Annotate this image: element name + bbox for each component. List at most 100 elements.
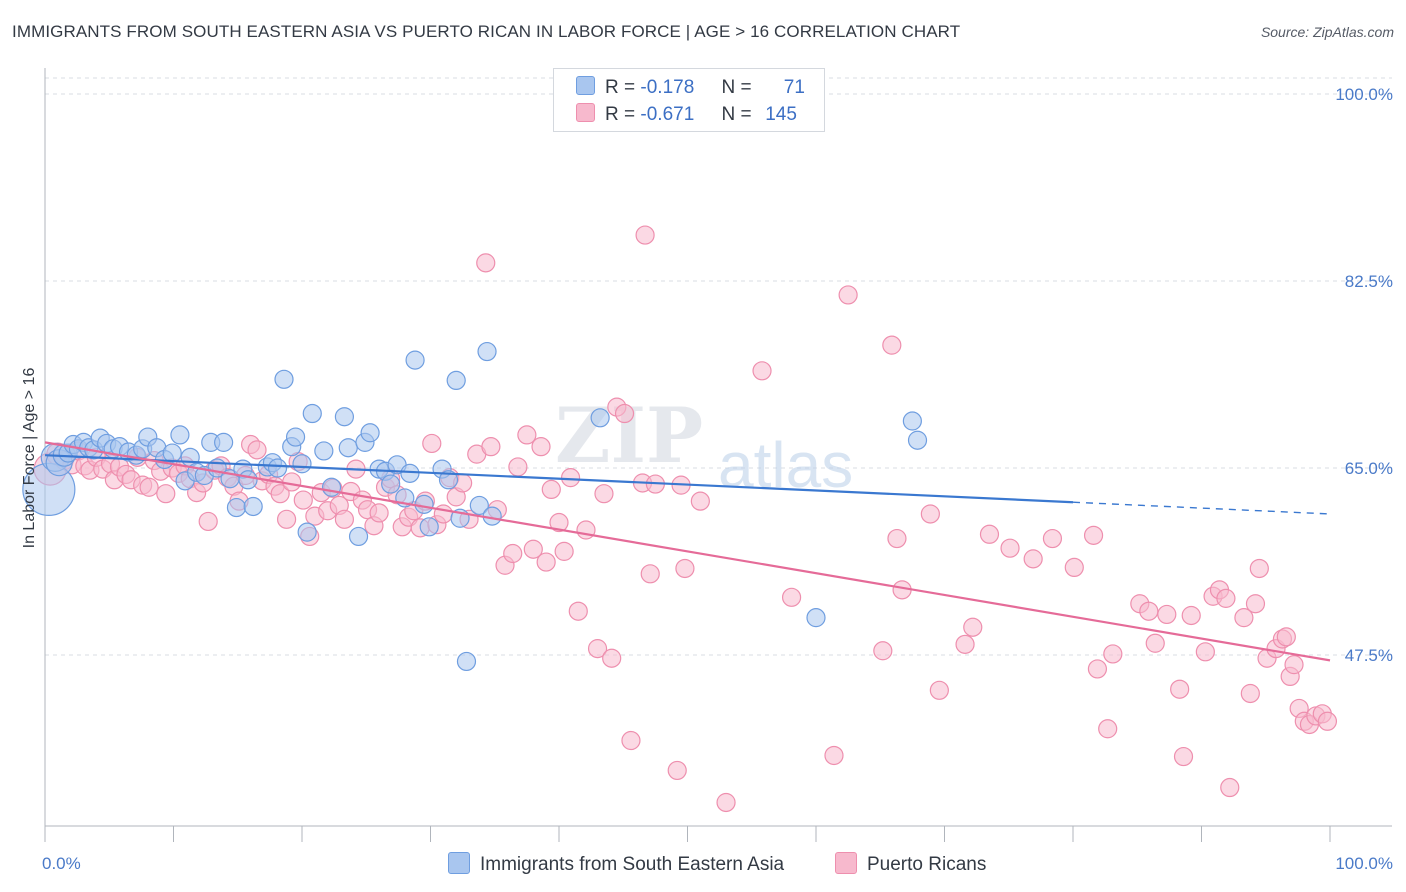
- se-asia-point: [338, 438, 358, 458]
- legend-n-value: 71: [783, 77, 805, 98]
- se-asia-point: [297, 522, 317, 542]
- se-asia-point: [292, 454, 312, 474]
- se-asia-point: [469, 495, 489, 516]
- watermark-zip: ZIP: [555, 391, 703, 480]
- se-asia-point: [321, 477, 342, 497]
- se-asia-point: [414, 494, 434, 514]
- source-label: Source: ZipAtlas.com: [1260, 24, 1394, 40]
- puerto-ricans-point: [1145, 633, 1165, 653]
- puerto-ricans-point: [433, 504, 453, 524]
- puerto-ricans-point: [270, 484, 290, 504]
- bottom-legend-swatch-blue: [448, 852, 470, 874]
- y-tick-label: 100.0%: [1335, 85, 1393, 104]
- puerto-ricans-point: [247, 440, 267, 460]
- puerto-ricans-point: [198, 511, 218, 532]
- legend-r-value: -0.671: [640, 104, 695, 125]
- puerto-ricans-point: [549, 512, 569, 533]
- se-asia-point: [360, 423, 380, 443]
- legend-n-label: N =: [721, 104, 752, 125]
- y-tick-label: 47.5%: [1345, 646, 1393, 665]
- correlation-legend: R = -0.178 N = 71 R = -0.671 N = 145: [553, 68, 825, 132]
- puerto-ricans-point: [716, 792, 736, 813]
- puerto-ricans-point: [602, 648, 622, 668]
- puerto-ricans-point: [568, 601, 588, 621]
- puerto-ricans-point: [541, 479, 561, 499]
- puerto-ricans-point: [1216, 588, 1236, 608]
- puerto-ricans-point: [517, 425, 537, 445]
- se-asia-point: [302, 403, 322, 424]
- se-asia-point: [170, 425, 190, 445]
- se-asia-point: [238, 470, 258, 490]
- bottom-legend-swatch-pink: [835, 852, 857, 874]
- puerto-ricans-point: [536, 552, 556, 572]
- puerto-ricans-point: [963, 617, 983, 637]
- se-asia-point: [405, 350, 425, 370]
- puerto-ricans-point: [1170, 679, 1190, 699]
- se-asia-point: [226, 497, 247, 518]
- puerto-ricans-point: [1234, 608, 1254, 628]
- puerto-ricans-point: [882, 335, 902, 355]
- puerto-ricans-point: [1157, 604, 1177, 625]
- legend-row-puerto-ricans: R = -0.671 N = 145: [576, 103, 797, 125]
- puerto-ricans-point: [1103, 644, 1123, 664]
- se-asia-point: [348, 526, 369, 547]
- se-asia-trend-extrapolation: [1072, 501, 1331, 515]
- chart-title: IMMIGRANTS FROM SOUTH EASTERN ASIA VS PU…: [12, 22, 961, 41]
- puerto-ricans-point: [838, 285, 858, 305]
- se-asia-point: [285, 427, 306, 447]
- se-asia-point: [381, 474, 401, 494]
- puerto-ricans-point: [139, 477, 159, 497]
- y-axis-label: In Labor Force | Age > 16: [21, 368, 38, 549]
- puerto-ricans-point: [1245, 594, 1266, 614]
- puerto-ricans-point: [369, 503, 389, 523]
- puerto-ricans-point: [1023, 549, 1043, 569]
- legend-r-value: -0.178: [640, 77, 695, 98]
- puerto-ricans-point: [1139, 601, 1159, 621]
- trend-lines: [44, 441, 1331, 662]
- se-asia-point: [243, 496, 263, 517]
- puerto-ricans-point: [1240, 683, 1260, 704]
- puerto-ricans-point: [614, 403, 635, 424]
- puerto-ricans-point: [929, 680, 949, 700]
- puerto-ricans-point: [531, 437, 551, 457]
- se-asia-point: [446, 370, 466, 391]
- puerto-ricans-point: [1042, 528, 1063, 549]
- puerto-ricans-point: [560, 468, 581, 488]
- bottom-legend-label: Immigrants from South Eastern Asia: [480, 854, 785, 875]
- puerto-ricans-point: [690, 491, 710, 511]
- bottom-legend-se-asia: Immigrants from South Eastern Asia: [448, 852, 784, 876]
- puerto-ricans-point: [979, 524, 1000, 544]
- puerto-ricans-point: [523, 539, 543, 559]
- series-se-asia: [22, 341, 928, 672]
- puerto-ricans-point: [1000, 538, 1020, 558]
- puerto-ricans-point: [1083, 525, 1104, 545]
- puerto-ricans-point: [1181, 605, 1201, 626]
- puerto-ricans-point: [1249, 558, 1269, 579]
- se-asia-point: [477, 341, 497, 362]
- puerto-ricans-point: [276, 509, 297, 529]
- x-tick-label-100: 100.0%: [1335, 854, 1393, 873]
- puerto-ricans-point: [293, 490, 313, 510]
- puerto-ricans-point: [587, 639, 608, 659]
- puerto-ricans-point: [1195, 642, 1215, 662]
- series-puerto-ricans: [33, 225, 1338, 813]
- puerto-ricans-point: [640, 564, 660, 584]
- se-asia-point: [907, 430, 928, 450]
- puerto-ricans-point: [1064, 557, 1084, 578]
- se-asia-point: [274, 369, 294, 389]
- puerto-ricans-point: [887, 528, 907, 549]
- puerto-ricans-point: [508, 457, 528, 477]
- puerto-ricans-trend-line: [44, 441, 1331, 662]
- legend-n-label: N =: [721, 77, 752, 98]
- puerto-ricans-point: [554, 541, 574, 561]
- puerto-ricans-point: [1220, 777, 1240, 798]
- se-asia-point: [314, 441, 334, 461]
- puerto-ricans-point: [334, 509, 355, 529]
- x-tick-label-0: 0.0%: [42, 854, 81, 873]
- se-asia-point: [419, 517, 439, 537]
- legend-r-label: R =: [605, 77, 636, 98]
- puerto-ricans-point: [1087, 659, 1108, 679]
- puerto-ricans-point: [476, 253, 496, 273]
- puerto-ricans-point: [955, 634, 975, 654]
